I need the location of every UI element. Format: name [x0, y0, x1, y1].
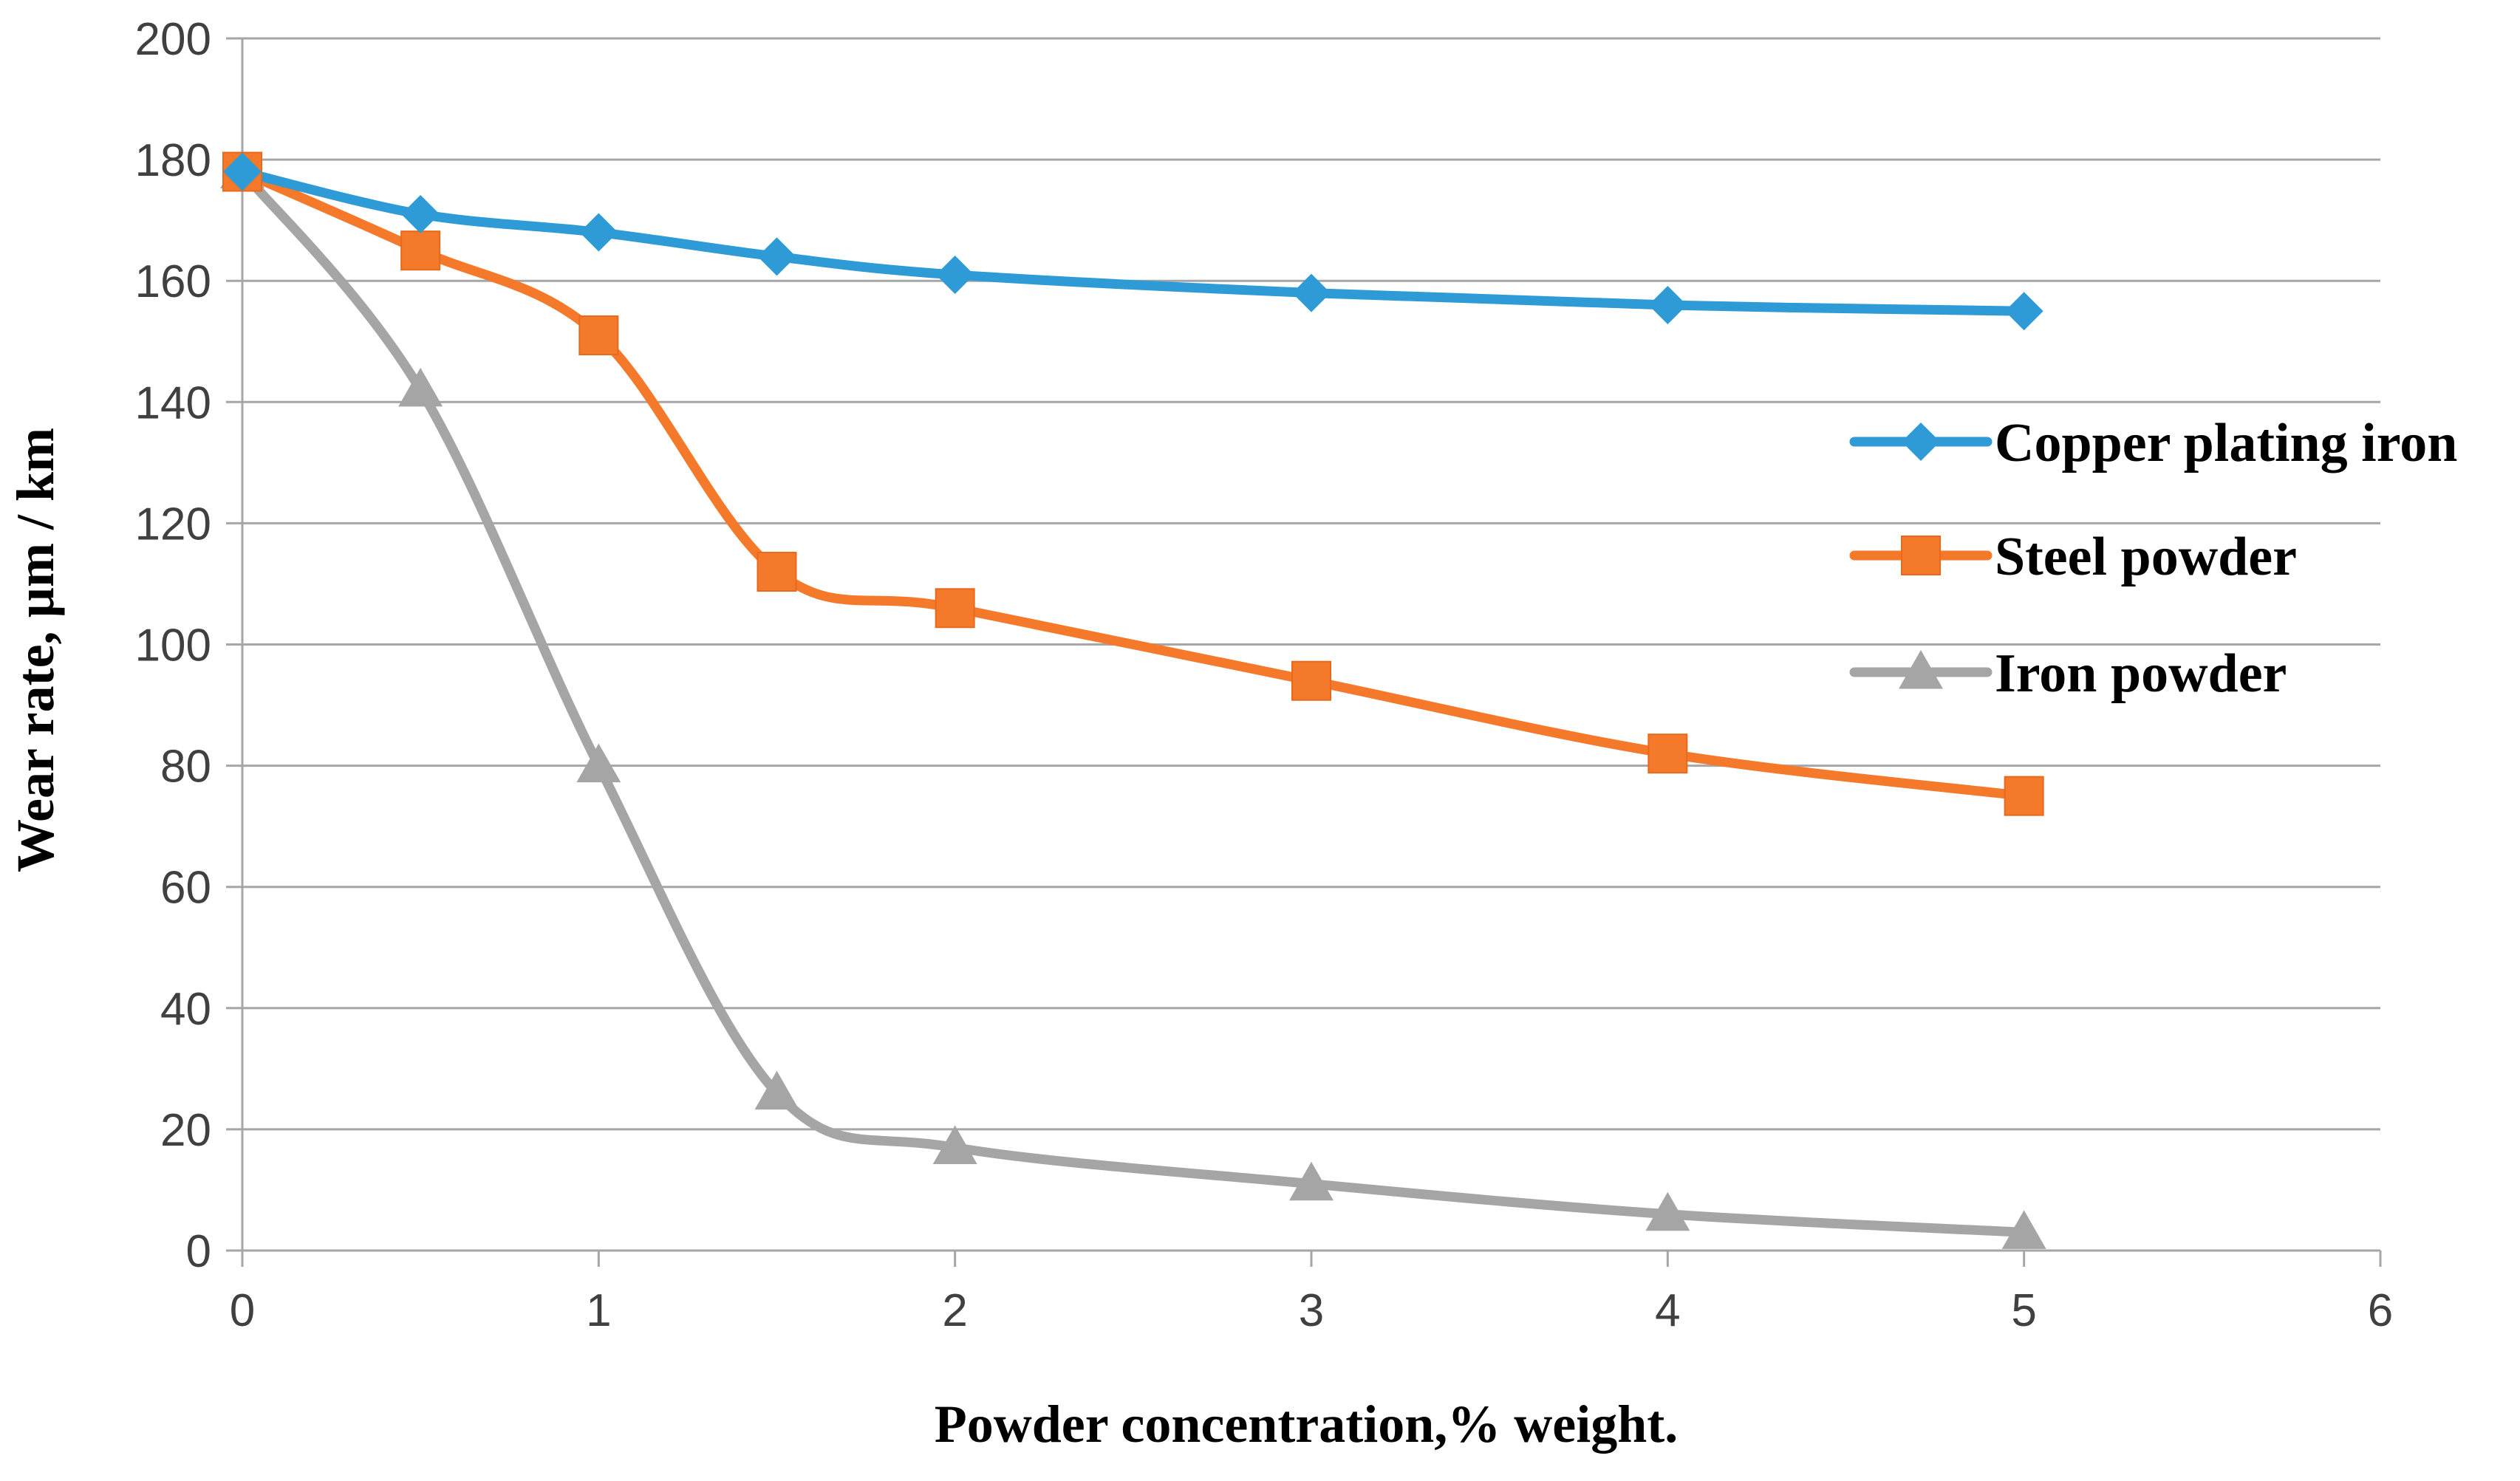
data-point-diamond [1292, 273, 1331, 312]
x-tick-label: 2 [942, 1285, 967, 1336]
legend: Copper plating iron Steel powder Iron powd… [1849, 413, 2457, 704]
data-point-triangle [932, 1125, 977, 1165]
data-point-diamond [2004, 292, 2043, 331]
data-point-square [2004, 776, 2044, 816]
y-tick-label: 200 [135, 14, 211, 65]
data-point-square [1291, 660, 1331, 701]
x-tick-label: 4 [1655, 1285, 1680, 1336]
data-point-square [1647, 733, 1688, 774]
legend-marker-diamond [1902, 423, 1940, 461]
x-tick-label: 6 [2368, 1285, 2393, 1336]
data-point-triangle [754, 1070, 799, 1110]
data-point-diamond [1648, 286, 1687, 325]
data-point-triangle [2001, 1210, 2046, 1249]
data-point-triangle [576, 743, 621, 783]
data-point-square [400, 230, 441, 271]
data-point-triangle [1645, 1191, 1690, 1231]
legend-label: Iron powder [1995, 643, 2287, 704]
legend-label: Copper plating iron [1995, 413, 2457, 473]
y-tick-label: 100 [135, 620, 211, 671]
y-tick-label: 120 [135, 499, 211, 550]
data-point-square [935, 588, 975, 629]
series-line-1 [237, 167, 2029, 801]
y-tick-label: 140 [135, 377, 211, 428]
data-point-diamond [579, 213, 618, 252]
y-tick-label: 160 [135, 256, 211, 307]
axes: 0 20 40 60 80 100 120 140 160 180 200 0 1 2 3 4 5 6 [135, 14, 2394, 1336]
y-tick-label: 180 [135, 135, 211, 186]
legend-label: Steel powder [1995, 527, 2297, 587]
y-tick-label: 20 [160, 1105, 211, 1156]
x-tick-label: 1 [586, 1285, 611, 1336]
data-point-diamond [757, 237, 796, 276]
series-markers [220, 149, 2046, 1249]
series-line-0 [237, 167, 2029, 316]
legend-marker-triangle [1899, 650, 1943, 689]
data-point-diamond [401, 194, 440, 233]
legend-marker-square [1901, 536, 1941, 575]
data-point-diamond [935, 255, 974, 294]
series-lines [237, 167, 2029, 1237]
y-axis-title: Wear rate, µm / km [6, 428, 65, 872]
x-tick-label: 3 [1299, 1285, 1324, 1336]
data-point-triangle [1289, 1161, 1334, 1201]
x-tick-label: 0 [230, 1285, 255, 1336]
y-tick-label: 60 [160, 863, 211, 914]
x-tick-label: 5 [2011, 1285, 2036, 1336]
data-point-diamond [223, 152, 262, 191]
y-tick-label: 0 [186, 1226, 211, 1277]
y-tick-label: 80 [160, 742, 211, 793]
data-point-square [757, 552, 797, 592]
data-point-square [578, 315, 619, 356]
y-tick-label: 40 [160, 984, 211, 1035]
x-axis-title: Powder concentration,% weight. [935, 1395, 1679, 1454]
series-line-2 [237, 167, 2029, 1237]
data-point-triangle [398, 367, 443, 407]
